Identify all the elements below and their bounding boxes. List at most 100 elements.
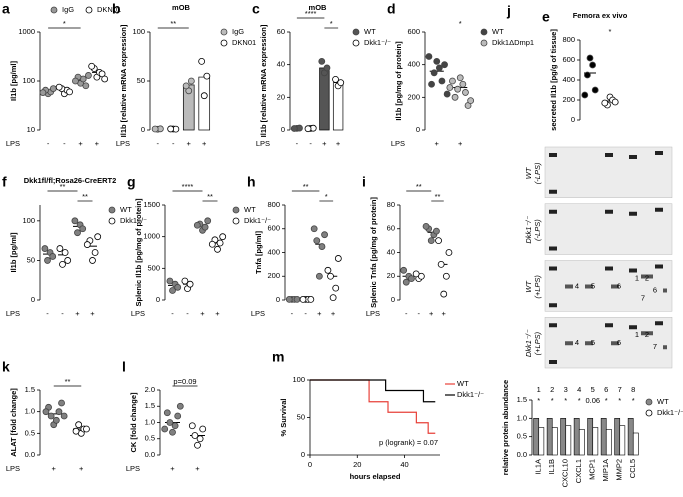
x-tick-label: - [46,309,49,318]
x-tick-label: - [172,139,175,148]
y-tick-label: 600 [562,55,575,64]
legend-marker [232,217,240,225]
blot-spot [553,303,557,308]
spot-label: 2 [645,330,649,339]
data-point [201,223,209,231]
x-tick-label: 0 [308,460,312,469]
data-point [313,237,321,245]
data-point [208,240,216,248]
y-tick-label: 400 [407,60,420,69]
y-tick-label: 50 [27,255,35,264]
y-tick-label: 600 [267,224,280,233]
bar [614,418,621,456]
data-point [443,90,451,98]
data-point [200,92,208,100]
blot-spot [655,264,659,269]
bar [538,427,545,456]
blot-spot [589,341,593,346]
blot-spot [549,246,553,251]
y-tick-label: 1000 [143,232,160,241]
blot-spot [633,155,637,159]
blot-spot [611,341,615,346]
bar [573,418,580,456]
x-tick-label: - [405,309,408,318]
data-point [589,61,596,69]
panel-letter: g [127,174,136,190]
data-point [327,272,334,280]
legend-label: IgG [62,5,74,14]
y-tick-label: 0 [31,295,35,304]
blot-spot [655,321,659,326]
x-tick-label: + [90,309,95,318]
legend-label: WT [492,27,504,36]
legend-label: Dkk1⁻/⁻ [244,216,271,225]
y-tick-label: 1000 [18,27,35,36]
legend-marker [352,28,360,36]
data-point [318,58,326,65]
bar [560,418,567,456]
data-point [193,221,201,229]
blot-spot [549,323,553,328]
blot-spot [549,189,553,194]
legend-marker [220,39,228,47]
blot-spot [633,211,637,216]
y-tick-label: 1.5 [145,401,155,410]
y-tick-label: 0 [141,125,145,134]
y-axis-label: ALAT [fold change] [9,388,18,457]
data-point [166,419,174,426]
data-point [427,237,435,245]
x-tick-label: IL1A [534,459,543,474]
blot-spot [649,274,653,279]
protein-number: 4 [577,385,581,394]
y-tick-label: 1.5 [25,385,35,394]
data-point [438,77,446,85]
sig-label: * [459,19,462,28]
panel-title: mOB [172,3,191,12]
y-axis-label: Splenic Tnfa [pg/mg of protein] [369,197,378,308]
bar [605,429,612,456]
bar [600,418,607,456]
data-point [440,290,448,298]
data-point [181,277,189,285]
blot-spot [605,323,609,328]
y-axis-label: Il1b [relative mRNA expression] [259,24,268,137]
y-axis-label: CK [fold change] [129,392,138,452]
sig-label: p=0.09 [173,377,196,386]
y-tick-label: 800 [562,35,575,44]
x-tick-label: - [304,309,307,318]
blot-spot [659,321,663,326]
data-point [166,277,174,285]
data-point [591,86,599,94]
data-point [442,272,450,280]
legend-marker [108,206,116,214]
data-point [85,72,92,79]
bar [627,418,634,456]
legend-label: Dkk1⁻/⁻ [120,216,147,225]
panel-title: mOB [309,3,328,12]
legend-label: WT [120,205,132,214]
bar [332,82,344,131]
blot-spot [553,360,557,364]
data-point [204,217,212,225]
data-point [315,272,323,280]
data-point [412,270,420,278]
data-point [56,245,64,252]
spot-label: 4 [575,338,579,347]
data-point [584,71,591,79]
legend-marker [645,409,653,417]
blot-label: (-LPS) [533,162,542,184]
sig-label: ** [60,182,66,191]
data-point [163,409,171,417]
x-axis-label: LPS [131,309,145,318]
data-point [47,412,55,420]
y-tick-label: 200 [562,95,575,104]
x-tick-label: CCL5 [628,459,637,478]
y-tick-label: 800 [267,200,280,209]
x-axis-label: LPS [256,139,270,148]
legend-label: WT [657,397,669,406]
legend-label: Dkk1⁻/⁻ [364,38,391,47]
data-point [71,217,79,225]
legend-marker [645,398,653,406]
blot-label: (+LPS) [533,275,542,299]
